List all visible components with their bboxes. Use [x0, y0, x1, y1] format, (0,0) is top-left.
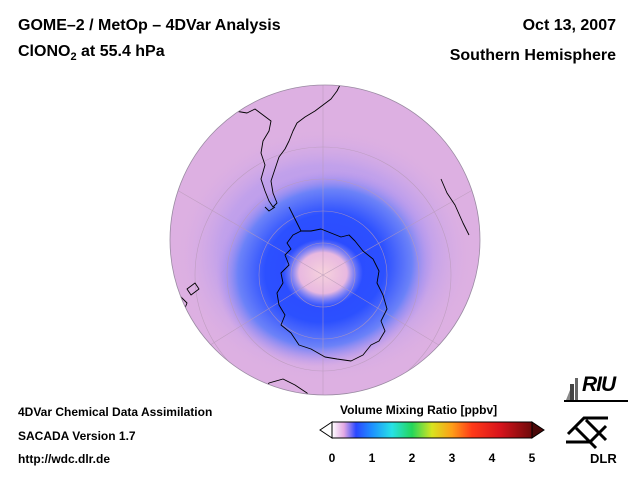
species-prefix: ClONO [18, 43, 71, 60]
dlr-logo-text: DLR [590, 451, 617, 466]
riu-logo-graphic [564, 378, 628, 402]
globe-outline [169, 84, 481, 396]
colorbar-tick-label: 3 [448, 451, 456, 465]
riu-logo-text: RIU [582, 373, 616, 396]
colorbar-ramp [331, 421, 533, 439]
footer-version-label: SACADA Version 1.7 [18, 429, 136, 443]
species-suffix: at 55.4 hPa [76, 43, 165, 60]
colorbar-tick-label: 2 [408, 451, 416, 465]
colorbar-tick-label: 5 [528, 451, 536, 465]
hemisphere-label: Southern Hemisphere [449, 47, 616, 64]
graticule [170, 85, 480, 395]
species-subscript: 2 [70, 51, 77, 64]
colorbar-low-arrow [319, 421, 333, 439]
globe-map [169, 84, 481, 396]
colorbar-tick-label: 0 [328, 451, 336, 465]
colorbar-title: Volume Mixing Ratio [ppbv] [340, 403, 498, 417]
date-label: Oct 13, 2007 [522, 17, 616, 34]
footer-url-link[interactable]: http://wdc.dlr.de [18, 452, 110, 466]
footer-system-label: 4DVar Chemical Data Assimilation [18, 405, 213, 419]
title-line-2: ClONO2 at 55.4 hPa [18, 43, 165, 63]
colorbar-tick-label: 1 [368, 451, 376, 465]
title-line-1: GOME–2 / MetOp – 4DVar Analysis [18, 17, 281, 34]
colorbar-high-arrow [531, 421, 545, 439]
colorbar [319, 421, 545, 439]
colorbar-tick-label: 4 [488, 451, 496, 465]
antarctica-coastline [276, 228, 388, 362]
south-america-coastline [226, 85, 342, 208]
dlr-logo-graphic [566, 416, 608, 450]
